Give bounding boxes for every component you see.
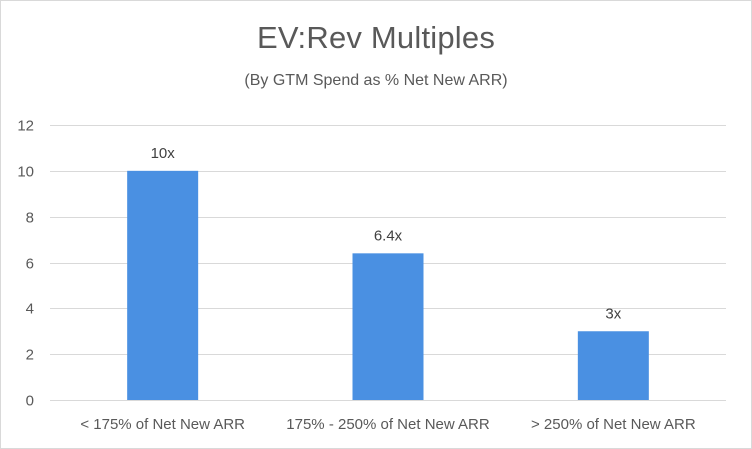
- x-tick-label: < 175% of Net New ARR: [80, 416, 245, 433]
- chart-title: EV:Rev Multiples: [256, 20, 496, 55]
- y-tick-label: 4: [26, 301, 34, 318]
- y-tick-label: 8: [26, 210, 34, 227]
- bar: [577, 331, 649, 400]
- y-tick-label: 2: [26, 347, 34, 364]
- data-label: 6.4x: [374, 227, 403, 244]
- x-tick-label: > 250% of Net New ARR: [531, 416, 696, 433]
- x-tick-label: 175% - 250% of Net New ARR: [286, 416, 490, 433]
- y-tick-label: 6: [26, 256, 34, 273]
- bar: [127, 170, 199, 400]
- chart-subtitle: (By GTM Spend as % Net New ARR): [244, 72, 508, 89]
- y-tick-label: 10: [17, 164, 34, 181]
- data-label: 10x: [151, 145, 176, 162]
- y-tick-label: 0: [26, 393, 34, 410]
- y-tick-label: 12: [17, 118, 34, 135]
- bar: [352, 253, 424, 400]
- data-label: 3x: [605, 305, 621, 322]
